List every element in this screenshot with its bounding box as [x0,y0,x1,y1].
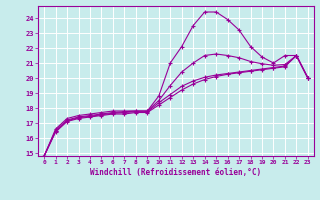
X-axis label: Windchill (Refroidissement éolien,°C): Windchill (Refroidissement éolien,°C) [91,168,261,177]
